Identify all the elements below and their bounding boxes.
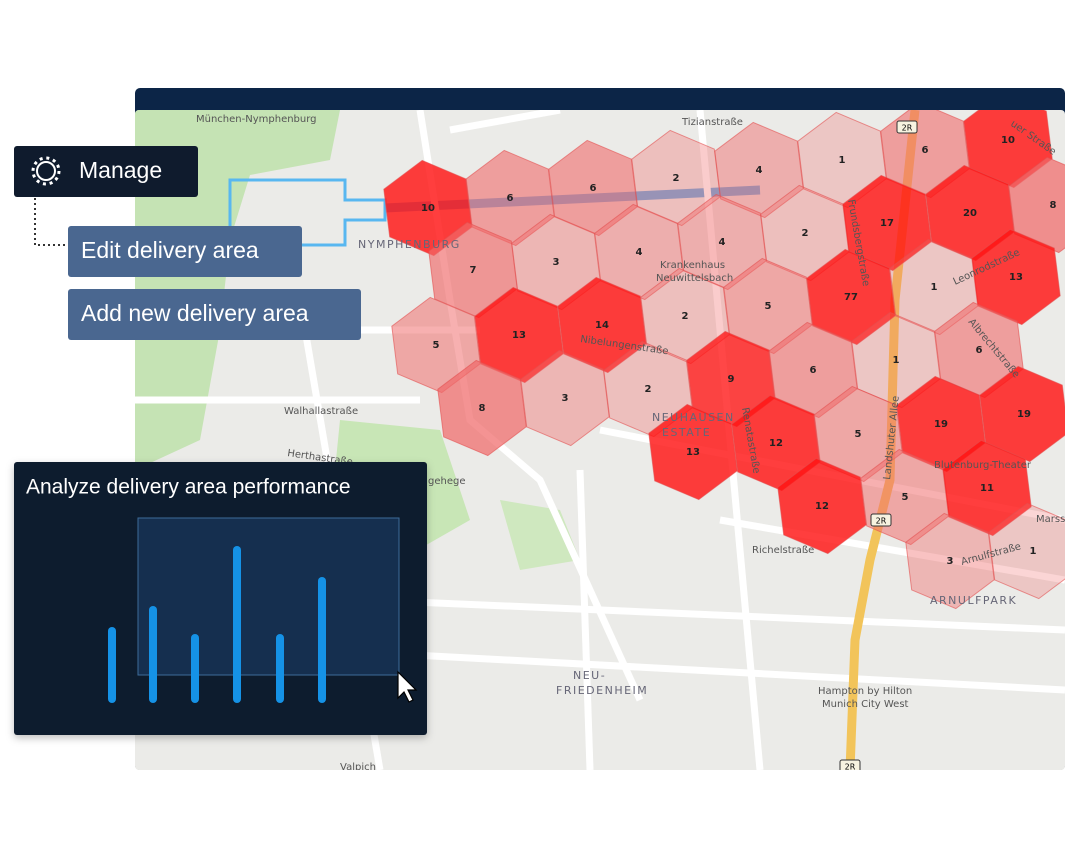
- hex-cell: [557, 276, 647, 374]
- hex-value: 2: [802, 228, 809, 239]
- hex-value: 1: [931, 282, 938, 293]
- bar: [191, 634, 199, 703]
- manage-button[interactable]: Manage: [14, 146, 198, 197]
- hex-cell: [979, 365, 1065, 463]
- bar: [233, 546, 241, 703]
- bar: [318, 577, 326, 703]
- map-label: München-Nymphenburg: [196, 114, 317, 125]
- hex-value: 10: [421, 203, 435, 214]
- park: [135, 110, 340, 470]
- hex-value: 8: [1050, 200, 1057, 211]
- hex-value: 5: [855, 429, 862, 440]
- hex-value: 3: [553, 257, 560, 268]
- add-button[interactable]: Add new delivery area: [68, 289, 361, 340]
- road-shield-label: 2R: [845, 763, 856, 772]
- hex-value: 5: [765, 301, 772, 312]
- hex-value: 2: [645, 384, 652, 395]
- district-label: ARNULFPARK: [930, 594, 1017, 607]
- hex-cell: [520, 349, 610, 447]
- district-label: FRIEDENHEIM: [556, 684, 648, 697]
- hex-value: 13: [686, 447, 700, 458]
- hex-cell: [942, 439, 1032, 537]
- selection-box: [137, 517, 400, 676]
- bar: [149, 606, 157, 703]
- bar: [108, 627, 116, 703]
- map-label: Richelstraße: [752, 545, 814, 556]
- hex-value: 2: [682, 311, 689, 322]
- hex-value: 4: [756, 165, 763, 176]
- hex-value: 9: [728, 374, 735, 385]
- hex-value: 12: [815, 501, 829, 512]
- hex-value: 13: [1009, 272, 1023, 283]
- panel-title: Analyze delivery area performance: [26, 476, 351, 499]
- hex-value: 7: [470, 265, 477, 276]
- hex-value: 1: [839, 155, 846, 166]
- hex-value: 1: [893, 355, 900, 366]
- hex-grid: 1066241610734421720851314257711383296161…: [383, 110, 1065, 610]
- hex-value: 2: [673, 173, 680, 184]
- map-label: Tizianstraße: [681, 117, 743, 128]
- bar: [276, 634, 284, 703]
- hex-value: 6: [922, 145, 929, 156]
- district-label: NEU-: [573, 669, 606, 682]
- district-label: ESTATE: [662, 426, 711, 439]
- hex-value: 5: [902, 492, 909, 503]
- map-label: Marss: [1036, 514, 1065, 525]
- cursor: [397, 670, 418, 703]
- hex-cell: [1008, 156, 1065, 254]
- hex-value: 1: [1030, 546, 1037, 557]
- edit-button[interactable]: Edit delivery area: [68, 226, 302, 277]
- hex-value: 4: [719, 237, 726, 248]
- hex-value: 6: [810, 365, 817, 376]
- hex-cell: [988, 502, 1065, 600]
- map: 1066241610734421720851314257711383296161…: [135, 110, 1065, 773]
- hex-value: 6: [590, 183, 597, 194]
- hex-value: 6: [976, 345, 983, 356]
- hex-cell: [631, 129, 721, 227]
- hex-cell: [648, 403, 738, 501]
- hex-value: 20: [963, 208, 977, 219]
- hex-value: 17: [880, 218, 894, 229]
- hex-cell: [971, 228, 1061, 326]
- hex-value: 3: [947, 556, 954, 567]
- manage-text: Manage: [79, 157, 162, 183]
- district-label: NEUHAUSEN: [652, 411, 735, 424]
- hex-value: 12: [769, 438, 783, 449]
- map-label: Neuwittelsbach: [656, 273, 733, 284]
- map-label: Krankenhaus: [660, 260, 725, 271]
- map-label: Hampton by Hilton: [818, 686, 912, 697]
- district-label: NYMPHENBURG: [358, 238, 461, 251]
- hex-value: 4: [636, 247, 643, 258]
- map-label: Walhallastraße: [284, 406, 358, 417]
- hex-value: 11: [980, 483, 994, 494]
- hex-value: 14: [595, 320, 609, 331]
- hex-cell: [777, 457, 867, 555]
- map-label: Blutenburg-Theater: [934, 460, 1032, 471]
- hex-value: 77: [844, 292, 858, 303]
- bar-chart: [108, 546, 326, 703]
- hex-value: 13: [512, 330, 526, 341]
- map-label: gehege: [428, 476, 466, 487]
- hex-value: 10: [1001, 135, 1015, 146]
- hex-value: 3: [562, 393, 569, 404]
- hex-value: 19: [1017, 409, 1031, 420]
- edit-text: Edit delivery area: [81, 237, 259, 263]
- analytics-panel: Analyze delivery area performance: [14, 462, 427, 735]
- hex-value: 19: [934, 419, 948, 430]
- road-shield: 2R: [839, 759, 861, 772]
- hex-value: 6: [507, 193, 514, 204]
- road-shield: 2R: [870, 513, 892, 527]
- connector: [34, 198, 68, 246]
- map-label: Valpich: [340, 762, 376, 773]
- road-shield: 2R: [896, 120, 918, 134]
- road-shield-label: 2R: [876, 517, 887, 526]
- hex-value: 5: [433, 340, 440, 351]
- gear-icon: [36, 161, 56, 181]
- map-label: Munich City West: [822, 699, 909, 710]
- hex-value: 8: [479, 403, 486, 414]
- gear-icon: [31, 156, 61, 186]
- road-shield-label: 2R: [902, 124, 913, 133]
- add-text: Add new delivery area: [81, 300, 309, 326]
